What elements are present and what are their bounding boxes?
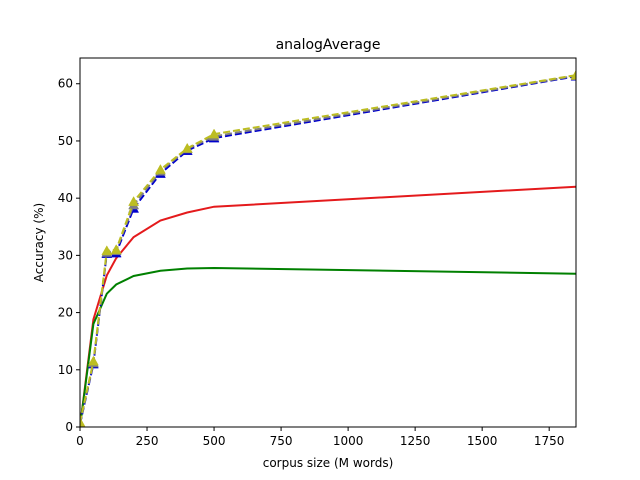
y-tick-label: 40 bbox=[58, 191, 73, 205]
x-tick-label: 1000 bbox=[333, 434, 364, 448]
x-tick-label: 500 bbox=[203, 434, 226, 448]
data-point-olive bbox=[570, 69, 576, 80]
series-gray bbox=[80, 70, 576, 427]
data-point-olive bbox=[155, 164, 166, 174]
y-tick-label: 60 bbox=[58, 77, 73, 91]
data-point-olive bbox=[87, 355, 99, 366]
x-tick-label: 750 bbox=[270, 434, 293, 448]
series-olive bbox=[80, 69, 576, 427]
series-blue bbox=[80, 70, 576, 427]
plot-frame bbox=[79, 57, 577, 428]
y-tick-label: 30 bbox=[58, 248, 73, 262]
x-tick-label: 1750 bbox=[534, 434, 565, 448]
x-tick-label: 1500 bbox=[467, 434, 498, 448]
y-axis-label: Accuracy (%) bbox=[32, 203, 46, 282]
data-point-olive bbox=[110, 244, 122, 254]
series-line-green bbox=[80, 266, 576, 427]
plot-area bbox=[80, 69, 576, 427]
data-point-olive bbox=[208, 128, 220, 139]
data-point-olive bbox=[181, 142, 193, 153]
y-tick-label: 0 bbox=[65, 420, 73, 434]
series-line-olive bbox=[80, 74, 576, 423]
data-point-olive bbox=[80, 416, 86, 427]
data-point-olive bbox=[128, 196, 140, 206]
axis-ticks: 0 250 500 750 1000 1250 1500 1750 0 10 20 30 40 50 60 bbox=[58, 77, 565, 448]
x-tick-label: 250 bbox=[136, 434, 159, 448]
x-tick-label: 0 bbox=[76, 434, 84, 448]
series-line-gray bbox=[80, 74, 576, 424]
x-axis-label: corpus size (M words) bbox=[263, 456, 394, 470]
series-line-red bbox=[80, 185, 576, 427]
series-line-blue bbox=[80, 75, 576, 425]
chart-title: analogAverage bbox=[276, 37, 381, 53]
y-tick-label: 20 bbox=[58, 306, 73, 320]
x-tick-label: 1250 bbox=[400, 434, 431, 448]
y-tick-label: 10 bbox=[58, 363, 73, 377]
y-tick-label: 50 bbox=[58, 134, 73, 148]
series-red bbox=[80, 185, 576, 427]
series-green bbox=[80, 266, 576, 427]
data-point-olive bbox=[101, 245, 113, 256]
